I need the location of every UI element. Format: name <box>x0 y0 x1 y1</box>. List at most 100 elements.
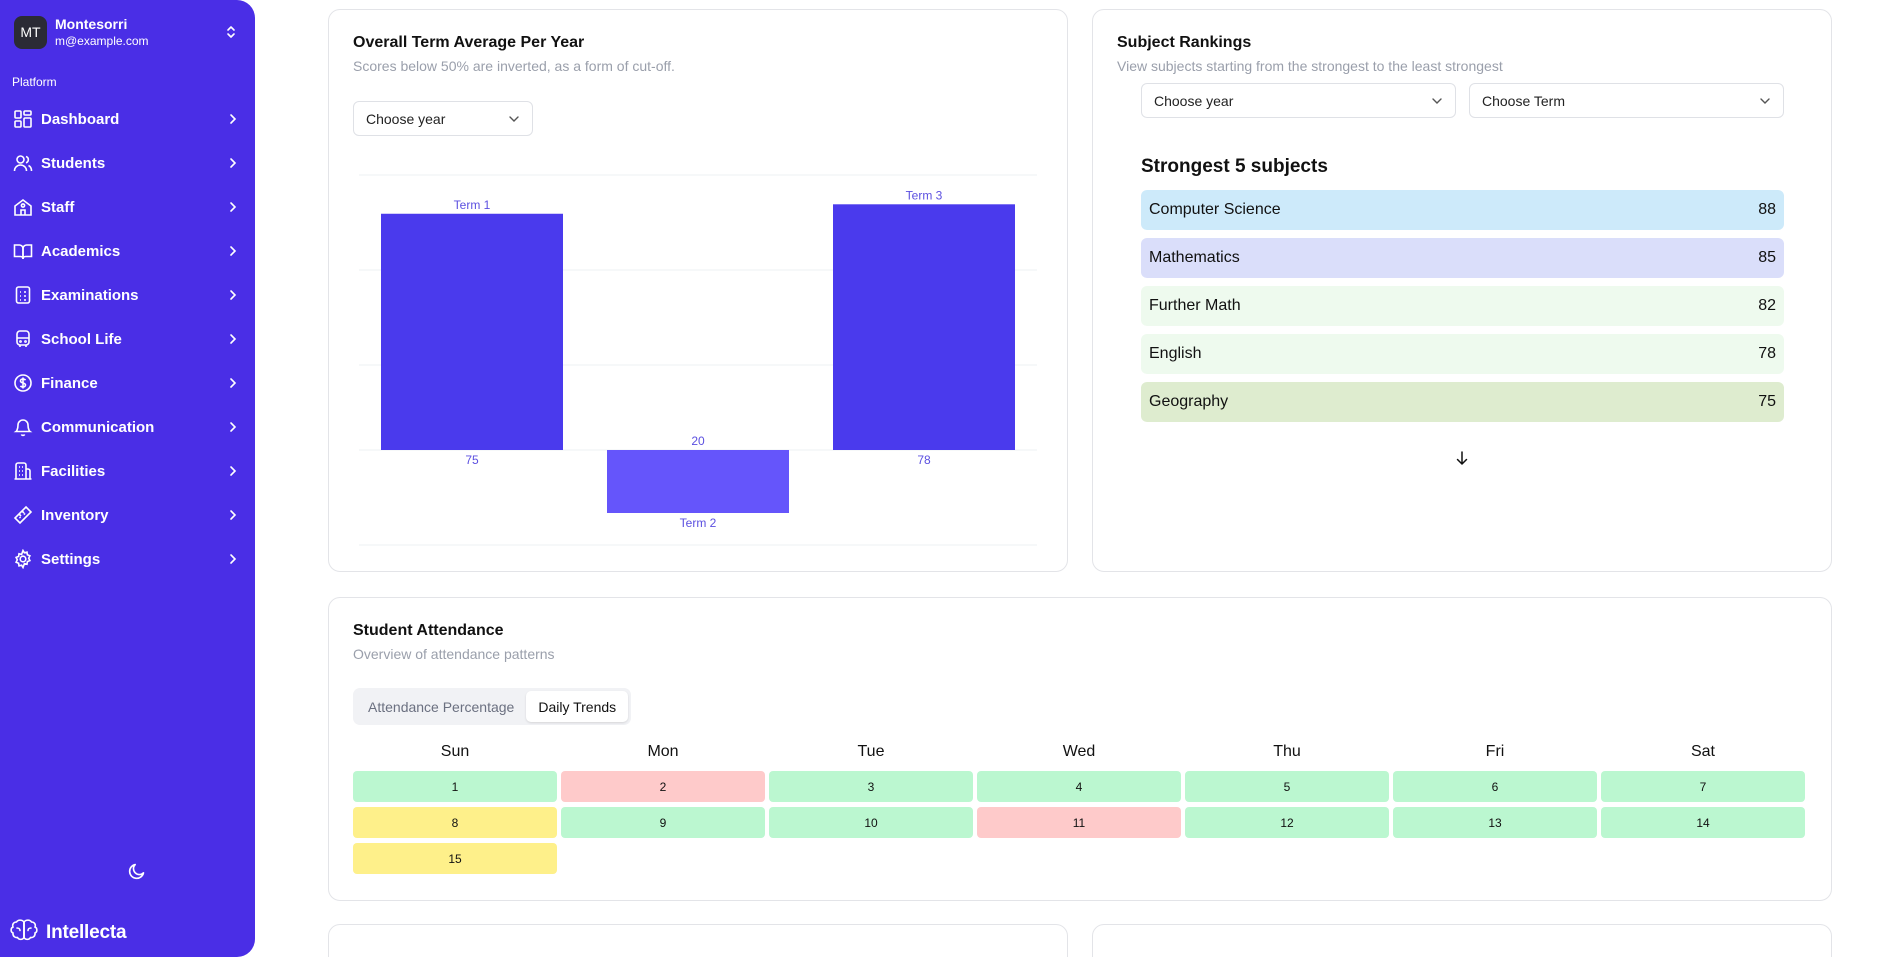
calendar-day[interactable]: 9 <box>561 807 765 838</box>
select-value: Choose year <box>366 110 446 127</box>
calendar-day[interactable]: 10 <box>769 807 973 838</box>
subject-rank-row: Mathematics 85 <box>1141 238 1784 278</box>
account-name: Montesorri <box>55 16 128 32</box>
term-average-bar-chart: Term 1 75 Term 2 20 Term 3 78 <box>359 174 1037 546</box>
chart-bar[interactable] <box>381 213 563 450</box>
year-select[interactable]: Choose year <box>1141 83 1456 118</box>
subject-score: 78 <box>1758 345 1776 362</box>
chevron-right-icon <box>229 377 241 389</box>
calendar-day[interactable]: 11 <box>977 807 1181 838</box>
weekday-label: Tue <box>857 743 885 760</box>
calendar-day[interactable]: 15 <box>353 843 557 874</box>
card-title: Overall Term Average Per Year <box>353 34 585 51</box>
brand-logo: Intellecta <box>8 918 127 947</box>
theme-toggle-moon-icon[interactable] <box>126 860 148 882</box>
users-icon <box>12 152 34 174</box>
chart-category-label: Term 1 <box>454 198 491 212</box>
calendar-day[interactable]: 3 <box>769 771 973 802</box>
select-value: Choose year <box>1154 92 1234 109</box>
subject-name: Further Math <box>1149 297 1241 314</box>
year-select[interactable]: Choose year <box>353 101 533 136</box>
sidebar-item-label: Facilities <box>41 462 106 480</box>
gear-icon <box>12 548 34 570</box>
weekday-label: Sat <box>1690 743 1715 760</box>
sidebar-item-label: Settings <box>41 550 101 568</box>
calendar-weekday-header: Sun Mon Tue Wed Thu Fri Sat <box>353 743 1808 767</box>
sidebar-item-settings[interactable]: Settings <box>0 537 255 581</box>
card-subtitle: Scores below 50% are inverted, as a form… <box>353 58 675 74</box>
arrow-down-icon[interactable] <box>1455 450 1469 466</box>
subject-name: Geography <box>1149 393 1229 410</box>
subject-name: Computer Science <box>1149 201 1281 218</box>
sidebar-item-communication[interactable]: Communication <box>0 405 255 449</box>
subject-score: 75 <box>1758 393 1776 410</box>
chevron-right-icon <box>229 245 241 257</box>
calendar-day[interactable]: 6 <box>1393 771 1597 802</box>
behavioral-analytics-card <box>328 924 1068 957</box>
chart-value-label: 75 <box>465 453 479 467</box>
chevron-right-icon <box>229 113 241 125</box>
chart-bar[interactable] <box>607 450 789 513</box>
calendar-day[interactable]: 14 <box>1601 807 1805 838</box>
calendar-day[interactable]: 12 <box>1185 807 1389 838</box>
weekday-label: Thu <box>1273 743 1301 760</box>
subject-rank-row: Computer Science 88 <box>1141 190 1784 230</box>
select-value: Choose Term <box>1482 92 1566 109</box>
subject-rank-row: Geography 75 <box>1141 382 1784 422</box>
chevron-right-icon <box>229 421 241 433</box>
calendar-day[interactable]: 2 <box>561 771 765 802</box>
calendar-day[interactable]: 5 <box>1185 771 1389 802</box>
calendar-day[interactable]: 7 <box>1601 771 1805 802</box>
term-select[interactable]: Choose Term <box>1469 83 1784 118</box>
dashboard-icon <box>12 108 34 130</box>
sidebar-item-label: Academics <box>41 242 121 260</box>
calendar-day[interactable]: 1 <box>353 771 557 802</box>
weekday-label: Mon <box>647 743 679 760</box>
sidebar-item-dashboard[interactable]: Dashboard <box>0 97 255 141</box>
subject-name: Mathematics <box>1149 249 1240 266</box>
chevron-right-icon <box>229 289 241 301</box>
sidebar-item-inventory[interactable]: Inventory <box>0 493 255 537</box>
subject-score: 88 <box>1758 201 1776 218</box>
bell-icon <box>12 416 34 438</box>
chevron-right-icon <box>229 553 241 565</box>
chevron-down-icon <box>508 113 520 125</box>
sidebar-item-examinations[interactable]: Examinations <box>0 273 255 317</box>
chart-bar[interactable] <box>833 204 1015 450</box>
calendar-day[interactable]: 13 <box>1393 807 1597 838</box>
calendar-day[interactable]: 8 <box>353 807 557 838</box>
clipboard-icon <box>12 284 34 306</box>
tab-attendance-percentage[interactable]: Attendance Percentage <box>368 698 515 715</box>
sidebar: MT Montesorri m@example.com Platform Das… <box>0 0 255 957</box>
attendance-calendar: Sun Mon Tue Wed Thu Fri Sat 1 2 3 4 5 6 … <box>353 743 1808 874</box>
chevron-right-icon <box>229 201 241 213</box>
sidebar-item-staff[interactable]: Staff <box>0 185 255 229</box>
chevron-right-icon <box>229 465 241 477</box>
weekday-label: Wed <box>1062 743 1096 760</box>
chevron-right-icon <box>229 157 241 169</box>
participation-card <box>1092 924 1832 957</box>
chart-category-label: Term 2 <box>680 516 717 530</box>
sidebar-item-academics[interactable]: Academics <box>0 229 255 273</box>
chart-category-label: Term 3 <box>906 188 943 202</box>
sidebar-item-students[interactable]: Students <box>0 141 255 185</box>
account-email: m@example.com <box>55 34 149 48</box>
student-attendance-card: Student Attendance Overview of attendanc… <box>328 597 1832 901</box>
calendar-day[interactable]: 4 <box>977 771 1181 802</box>
sidebar-item-facilities[interactable]: Facilities <box>0 449 255 493</box>
brain-icon <box>8 918 40 947</box>
sidebar-item-school-life[interactable]: School Life <box>0 317 255 361</box>
subject-rankings-card: Subject Rankings View subjects starting … <box>1092 9 1832 572</box>
sidebar-item-finance[interactable]: Finance <box>0 361 255 405</box>
ruler-icon <box>12 504 34 526</box>
chevron-right-icon <box>229 509 241 521</box>
building-icon <box>12 460 34 482</box>
card-subtitle: View subjects starting from the stronges… <box>1117 58 1503 74</box>
attendance-tabs: Attendance Percentage Daily Trends <box>353 688 632 725</box>
weekday-label: Sun <box>440 743 470 760</box>
sidebar-item-label: Staff <box>41 198 75 216</box>
account-switcher[interactable]: MT Montesorri m@example.com <box>14 14 240 50</box>
card-subtitle: Overview of attendance patterns <box>353 646 555 662</box>
chevrons-up-down-icon[interactable] <box>224 23 238 41</box>
tab-daily-trends[interactable]: Daily Trends <box>526 691 629 722</box>
